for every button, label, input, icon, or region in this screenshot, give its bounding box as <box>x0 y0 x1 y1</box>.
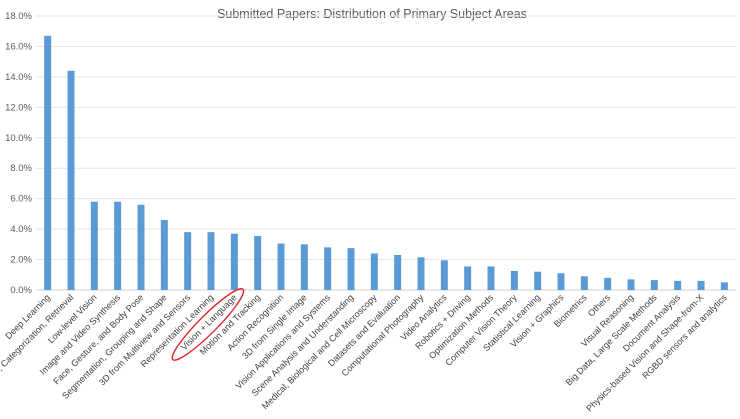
bar <box>277 243 285 290</box>
bar <box>230 233 238 290</box>
annotations <box>171 288 245 361</box>
y-tick-label: 0.0% <box>10 285 32 296</box>
bar <box>557 273 565 290</box>
bar <box>254 235 262 290</box>
bar <box>580 276 588 290</box>
y-axis-ticks: 0.0% 2.0% 4.0% 6.0% 8.0% 10.0% 12.0% 14.0% 16.0%… <box>5 11 32 296</box>
bar <box>300 244 308 290</box>
y-tick-label: 2.0% <box>10 255 32 266</box>
bar <box>67 70 75 290</box>
bar <box>114 201 122 290</box>
bar <box>440 260 448 290</box>
bar <box>394 254 402 290</box>
bar <box>534 271 542 290</box>
bar <box>674 280 682 290</box>
bar <box>44 35 52 291</box>
y-tick-label: 16.0% <box>5 41 32 52</box>
bar <box>417 257 425 290</box>
bar <box>487 266 495 290</box>
chart-title: Submitted Papers: Distribution of Primar… <box>217 7 527 21</box>
bar <box>137 204 145 290</box>
bar <box>207 232 215 290</box>
bar <box>720 282 728 290</box>
grid-lines <box>36 15 736 291</box>
bar <box>90 201 98 290</box>
bar <box>464 266 472 290</box>
y-tick-label: 12.0% <box>5 102 32 113</box>
y-tick-label: 8.0% <box>10 163 32 174</box>
bar <box>697 280 705 290</box>
bar <box>160 219 168 290</box>
y-tick-label: 18.0% <box>5 11 32 22</box>
y-tick-label: 10.0% <box>5 133 32 144</box>
bar <box>604 277 612 290</box>
bar <box>324 247 332 290</box>
y-tick-label: 14.0% <box>5 72 32 83</box>
bars <box>44 35 728 291</box>
bar <box>370 253 378 290</box>
bar <box>510 270 518 290</box>
x-axis-ticks: Deep LearningRecognition: Detection, Cat… <box>0 292 729 419</box>
bar <box>184 232 192 290</box>
y-tick-label: 4.0% <box>10 224 32 235</box>
bar <box>347 248 355 290</box>
bar <box>650 280 658 290</box>
y-tick-label: 6.0% <box>10 194 32 205</box>
highlight-ellipse <box>171 288 245 361</box>
bar <box>627 279 635 290</box>
